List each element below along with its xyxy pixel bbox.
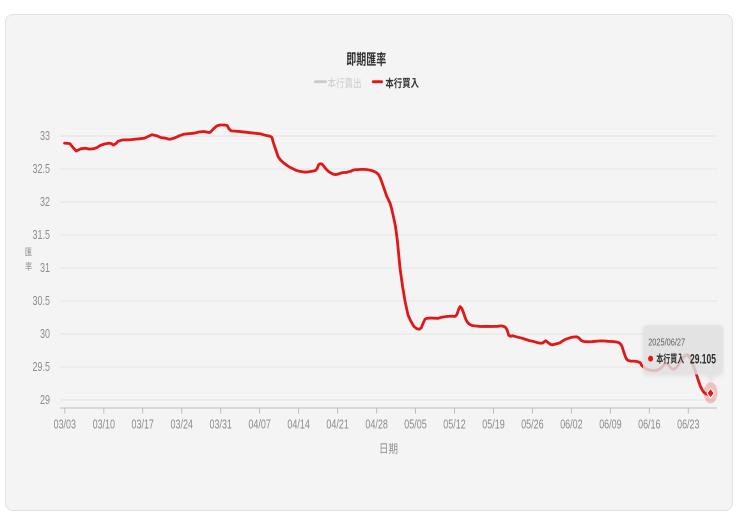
svg-text:04/21: 04/21	[326, 418, 348, 432]
svg-text:30.5: 30.5	[33, 294, 50, 308]
svg-text:03/17: 03/17	[131, 418, 153, 432]
svg-text:05/12: 05/12	[443, 418, 465, 432]
svg-text:29: 29	[40, 393, 50, 407]
svg-text:06/02: 06/02	[560, 418, 582, 432]
svg-text:2025/06/27: 2025/06/27	[648, 336, 685, 347]
svg-text:31: 31	[40, 261, 50, 275]
svg-text:06/16: 06/16	[638, 418, 660, 432]
svg-text:29.5: 29.5	[33, 360, 50, 374]
svg-text:03/03: 03/03	[54, 418, 76, 432]
svg-text:05/19: 05/19	[482, 418, 504, 432]
svg-text:33: 33	[40, 129, 50, 143]
svg-text:03/10: 03/10	[93, 418, 115, 432]
svg-text:05/05: 05/05	[404, 418, 426, 432]
svg-text:32.5: 32.5	[33, 162, 50, 176]
svg-text:03/31: 03/31	[209, 418, 231, 432]
svg-text:06/23: 06/23	[677, 418, 699, 432]
svg-text:32: 32	[40, 195, 50, 209]
svg-text:04/28: 04/28	[365, 418, 387, 432]
svg-text:03/24: 03/24	[170, 418, 192, 432]
svg-text:30: 30	[40, 327, 50, 341]
svg-text:04/14: 04/14	[287, 418, 309, 432]
svg-text:05/26: 05/26	[521, 418, 543, 432]
svg-text:04/07: 04/07	[248, 418, 270, 432]
svg-text:29.105: 29.105	[690, 353, 716, 367]
svg-text:31.5: 31.5	[33, 228, 50, 242]
svg-text:06/09: 06/09	[599, 418, 621, 432]
